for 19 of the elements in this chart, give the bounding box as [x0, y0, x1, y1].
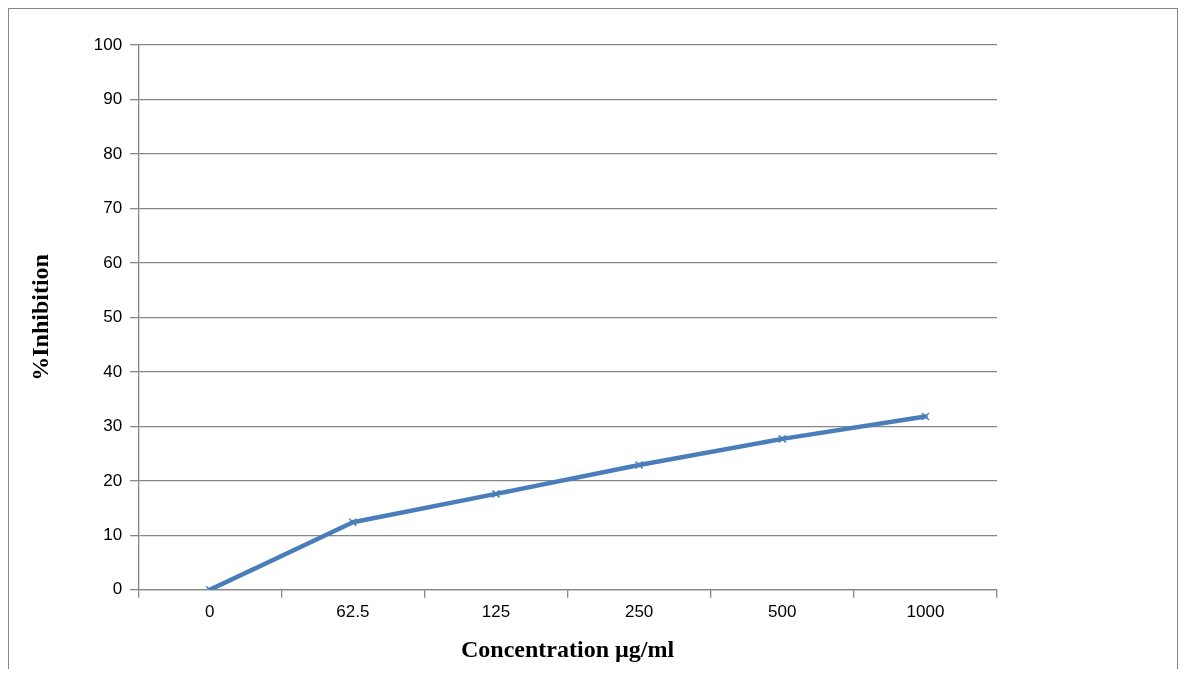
y-tick-label: 60 [103, 252, 123, 272]
x-tick-label: 500 [768, 601, 797, 621]
x-axis-title: Concentration µg/ml [461, 635, 675, 662]
x-tick-label: 0 [205, 601, 215, 621]
x-tick-label: 62.5 [336, 601, 370, 621]
y-tick-label: 80 [103, 143, 123, 163]
x-tick-label: 1000 [906, 601, 945, 621]
y-tick-label: 100 [93, 34, 123, 54]
y-tick-label: 50 [103, 307, 123, 327]
y-axis-title: %Inhibition [26, 254, 53, 381]
y-tick-label: 30 [103, 416, 123, 436]
y-tick-label: 40 [103, 361, 123, 381]
y-tick-label: 10 [103, 525, 123, 545]
y-tick-label: 70 [103, 198, 123, 218]
y-tick-label: 20 [103, 470, 123, 490]
y-tick-label: 0 [112, 579, 123, 599]
x-tick-label: 250 [624, 601, 654, 621]
y-tick-label: 90 [103, 89, 123, 109]
x-tick-label: 125 [481, 601, 511, 621]
